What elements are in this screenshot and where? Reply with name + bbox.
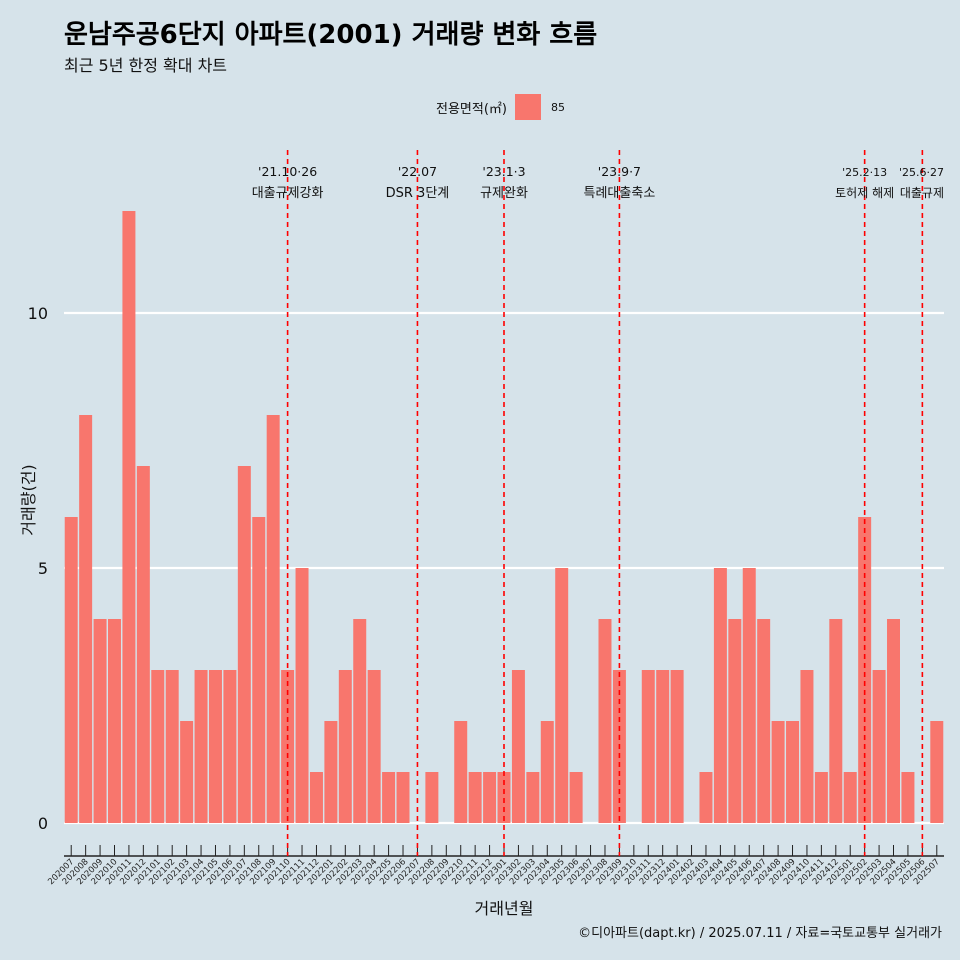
bar-202211 <box>468 772 482 823</box>
annotation-date-202207: '22.07 <box>398 164 437 179</box>
bar-202107 <box>237 466 251 823</box>
bar-202409 <box>786 721 800 823</box>
bar-202502 <box>858 517 872 823</box>
bar-202010 <box>108 619 121 823</box>
bar-202210 <box>454 721 468 823</box>
bar-202410 <box>800 670 814 823</box>
bar-202108 <box>252 517 266 823</box>
source-caption: ©디아파트(dapt.kr) / 2025.07.11 / 자료=국토교통부 실… <box>578 926 942 941</box>
x-axis-title: 거래년월 <box>475 899 534 918</box>
bar-202406 <box>742 568 756 823</box>
annotation-date-202309: '23.9·7 <box>598 164 641 179</box>
bar-202012 <box>136 466 150 823</box>
bar-202505 <box>901 772 915 823</box>
bar-202205 <box>382 772 396 823</box>
bar-202312 <box>656 670 670 823</box>
bar-202501 <box>843 772 857 823</box>
bar-202504 <box>887 619 900 823</box>
bar-202405 <box>728 619 742 823</box>
bar-202306 <box>569 772 583 823</box>
bar-202404 <box>713 568 727 823</box>
annotation-date-202502: '25.2·13 <box>842 166 887 179</box>
bar-202208 <box>425 772 439 823</box>
legend: 전용면적(㎡) 85 <box>436 94 565 120</box>
bar-202102 <box>165 670 179 823</box>
bar-202109 <box>266 415 280 823</box>
bar-202301 <box>497 772 511 823</box>
bar-202112 <box>309 772 323 823</box>
bar-202302 <box>511 670 525 823</box>
annotation-label-202301: 규제완화 <box>480 186 528 201</box>
bar-202106 <box>223 670 237 823</box>
bar-202103 <box>180 721 194 823</box>
annotation-label-202309: 특례대출축소 <box>584 186 656 201</box>
bar-202408 <box>771 721 785 823</box>
bar-202407 <box>757 619 771 823</box>
bar-202007 <box>64 517 78 823</box>
annotation-date-202506: '25.6·27 <box>899 166 944 179</box>
bar-202011 <box>122 211 136 823</box>
legend-title: 전용면적(㎡) <box>436 101 507 117</box>
bar-202308 <box>598 619 612 823</box>
bar-202104 <box>194 670 208 823</box>
bar-202101 <box>151 670 165 823</box>
legend-swatch <box>514 94 541 120</box>
bar-202401 <box>670 670 684 823</box>
chart-subtitle: 최근 5년 한정 확대 차트 <box>64 56 228 75</box>
annotation-date-202301: '23.1·3 <box>482 164 525 179</box>
bar-202202 <box>338 670 352 823</box>
bar-202206 <box>396 772 410 823</box>
annotation-label-202207: DSR 3단계 <box>386 186 450 201</box>
bar-202411 <box>814 772 828 823</box>
legend-entry-85: 85 <box>550 100 565 114</box>
y-tick-label-5: 5 <box>38 559 48 578</box>
bar-202503 <box>872 670 886 823</box>
y-axis-title: 거래량(건) <box>19 464 38 535</box>
chart-title: 운남주공6단지 아파트(2001) 거래량 변화 흐름 <box>64 20 598 50</box>
bar-202105 <box>208 670 222 823</box>
bar-202507 <box>930 721 944 823</box>
bar-202305 <box>555 568 569 823</box>
bar-202303 <box>526 772 540 823</box>
annotation-label-202110: 대출규제강화 <box>252 186 324 201</box>
y-tick-label-10: 10 <box>28 304 48 323</box>
annotation-label-202502: 토허제 해제 <box>835 186 894 200</box>
annotation-label-202506: 대출규제 <box>900 186 944 200</box>
bar-202111 <box>295 568 309 823</box>
bar-202212 <box>483 772 497 823</box>
bar-202412 <box>829 619 843 823</box>
bar-202008 <box>79 415 93 823</box>
bar-202204 <box>367 670 381 823</box>
bar-202203 <box>353 619 367 823</box>
y-tick-label-0: 0 <box>38 814 48 833</box>
bar-202009 <box>93 619 107 823</box>
bar-202304 <box>540 721 554 823</box>
bar-202403 <box>699 772 713 823</box>
bar-202201 <box>324 721 338 823</box>
annotation-date-202110: '21.10·26 <box>258 164 317 179</box>
bar-202311 <box>641 670 655 823</box>
